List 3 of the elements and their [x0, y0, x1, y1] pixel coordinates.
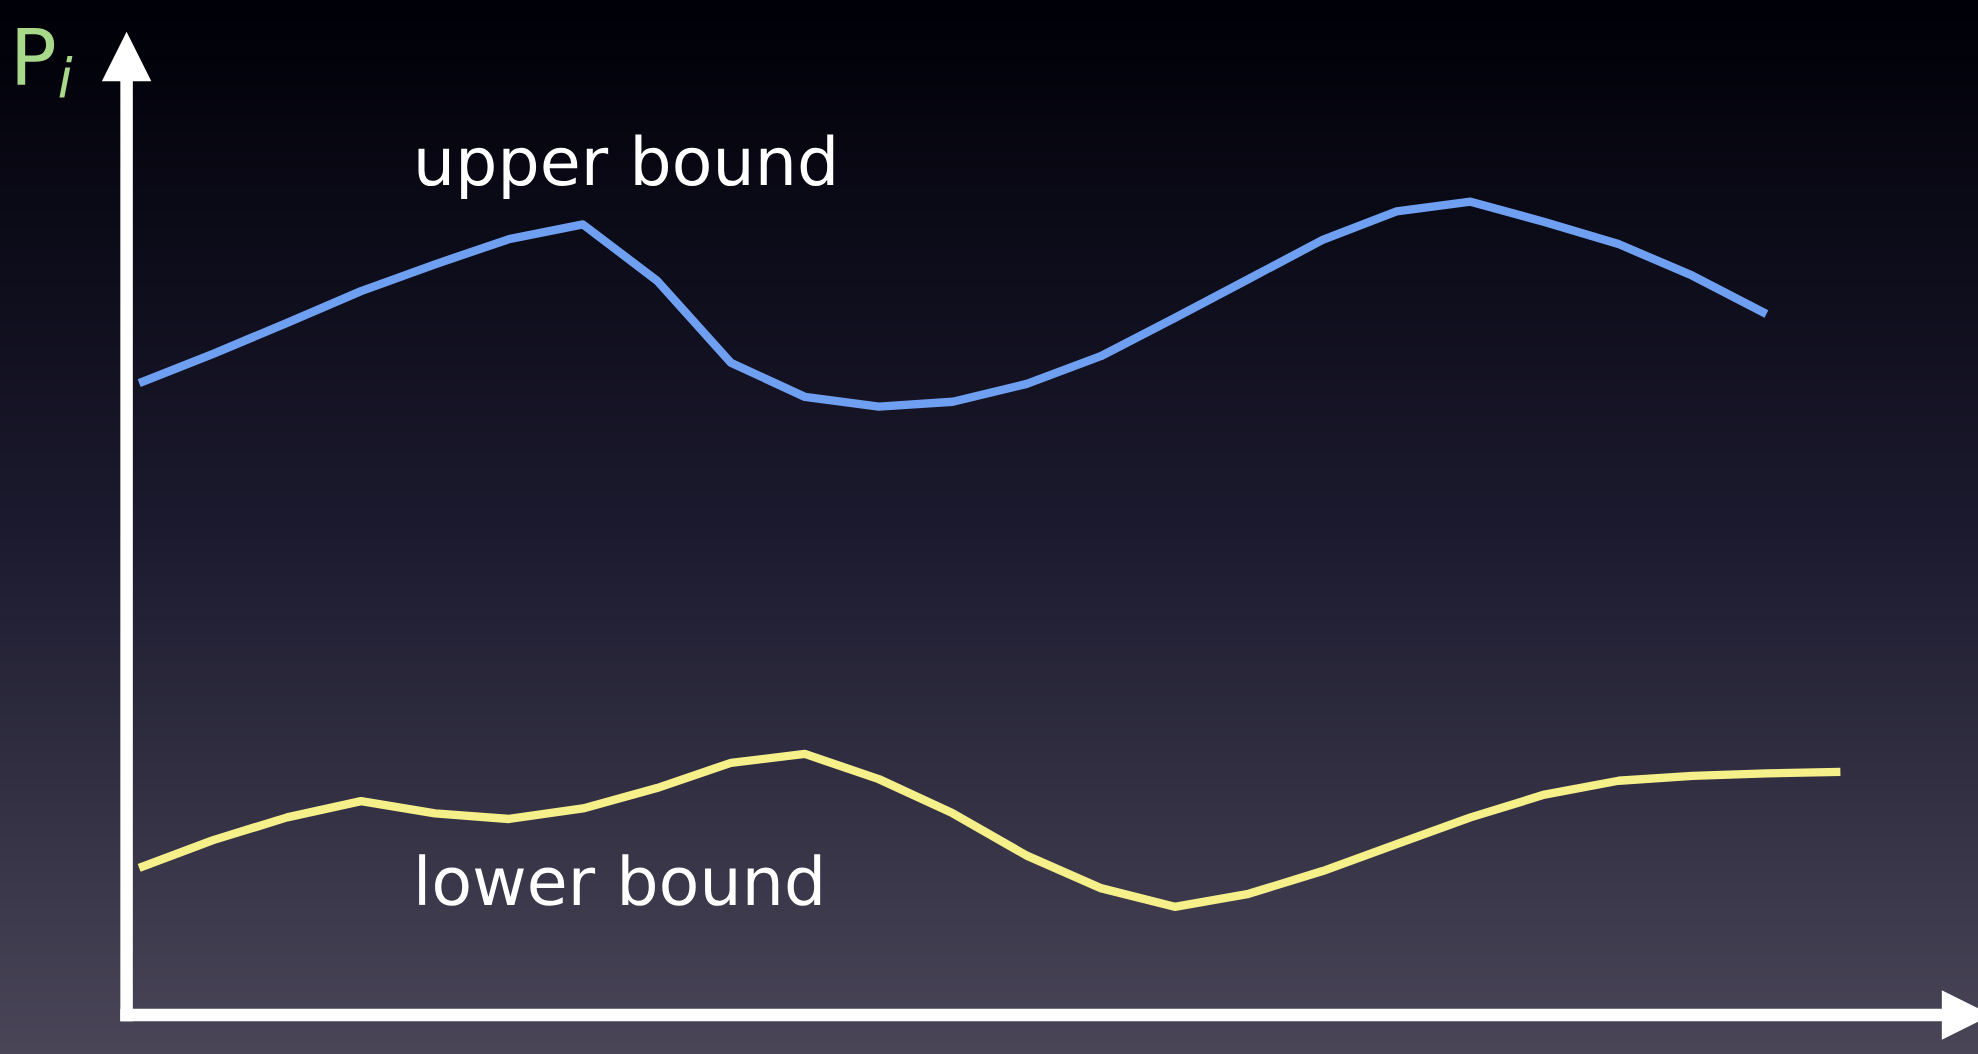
series-label: lower bound: [419, 854, 821, 906]
series-label: upper bound: [418, 134, 834, 199]
y-axis-title: P$_{i}$: [17, 27, 73, 98]
